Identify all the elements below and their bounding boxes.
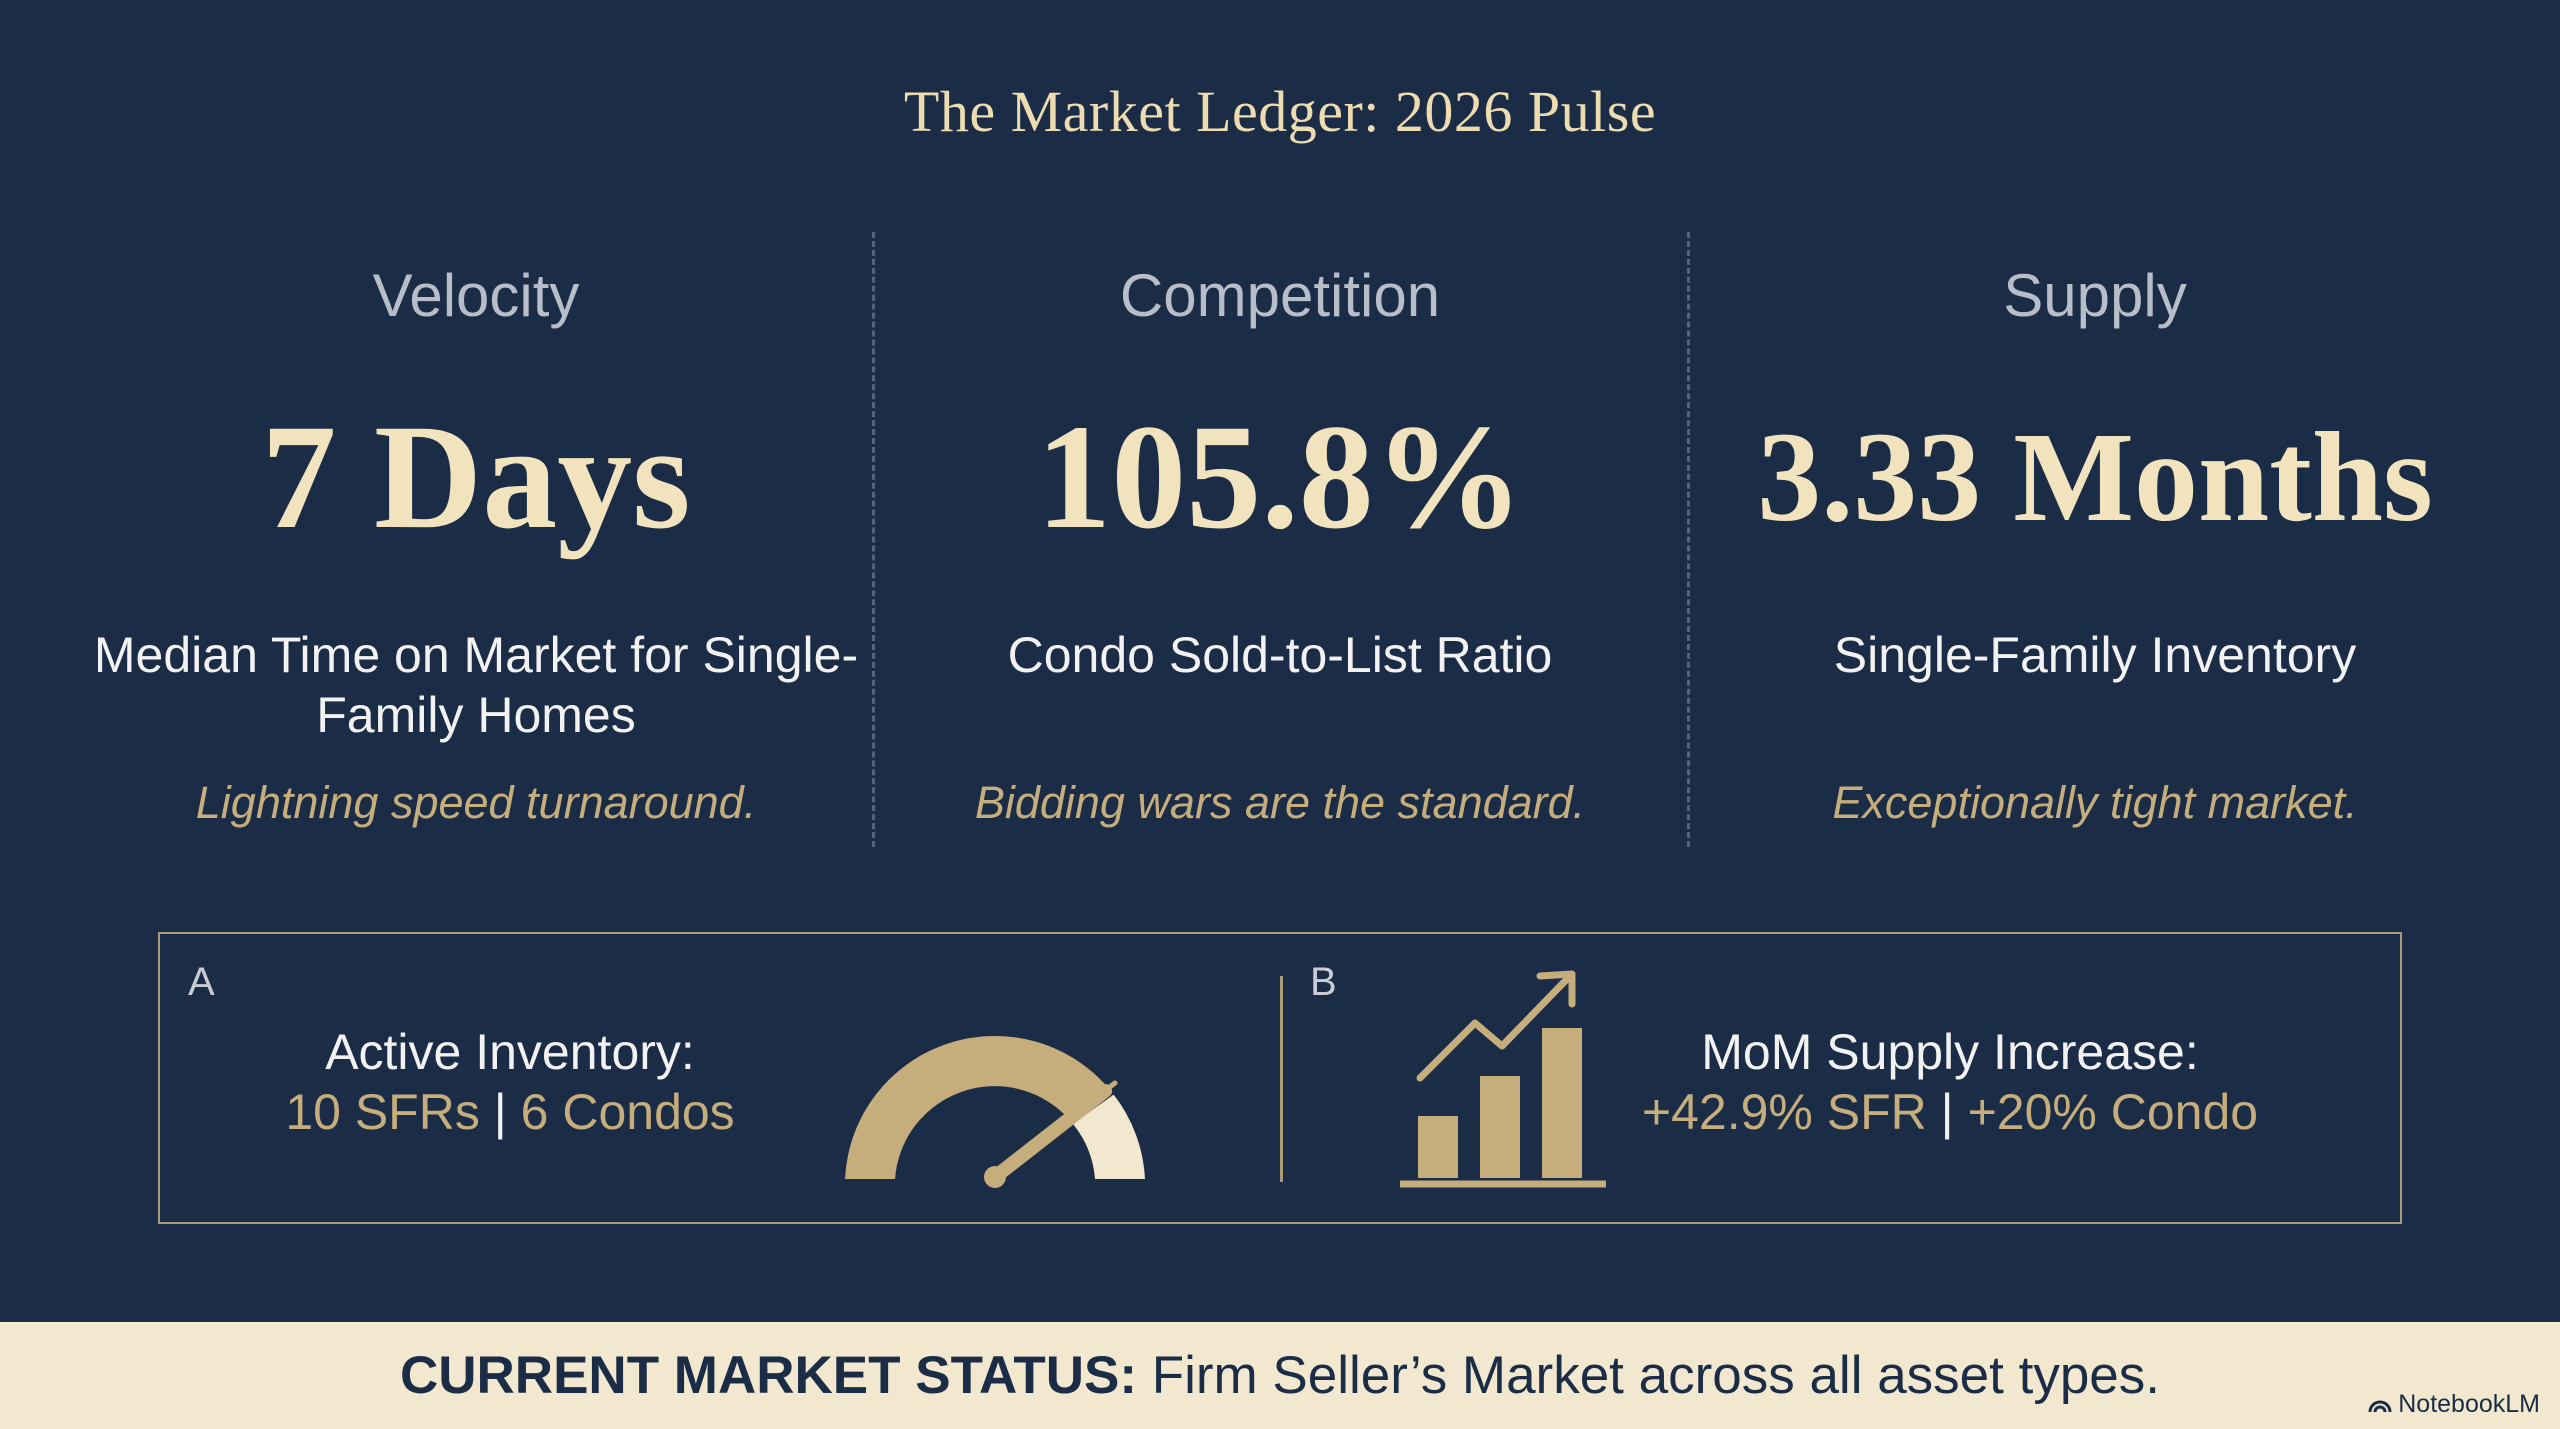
market-status: CURRENT MARKET STATUS: Firm Seller’s Mar… — [0, 1322, 2560, 1429]
supply-column: Supply 3.33 Months Single-Family Invento… — [1695, 230, 2495, 828]
active-inventory-info: Active Inventory: 10 SFRs | 6 Condos — [240, 1022, 780, 1142]
mom-supply-values: +42.9% SFR | +20% Condo — [1590, 1082, 2310, 1142]
column-metric: 3.33 Months — [1757, 406, 2433, 548]
column-description: Median Time on Market for Single-Family … — [93, 627, 859, 743]
bar-chart-growth-icon — [1400, 970, 1606, 1188]
status-label: CURRENT MARKET STATUS: — [399, 1346, 1137, 1405]
market-status-bar: CURRENT MARKET STATUS: Firm Seller’s Mar… — [0, 1322, 2560, 1429]
brand-logo: NotebookLM — [2368, 1390, 2540, 1419]
value-separator: | — [1940, 1084, 1954, 1140]
column-metric: 7 Days — [261, 394, 691, 560]
section-letter-b: B — [1310, 960, 1337, 1004]
mom-supply-heading: MoM Supply Increase: — [1701, 1024, 2199, 1080]
panel-divider — [1280, 976, 1283, 1182]
page-title: The Market Ledger: 2026 Pulse — [903, 79, 1657, 144]
column-divider — [872, 232, 875, 847]
notebooklm-icon — [2368, 1400, 2392, 1412]
column-note: Bidding wars are the standard. — [974, 777, 1586, 828]
column-label: Velocity — [372, 262, 580, 329]
mom-supply-info: MoM Supply Increase: +42.9% SFR | +20% C… — [1590, 1022, 2310, 1142]
column-note: Lightning speed turnaround. — [195, 777, 757, 828]
gauge-icon — [845, 1035, 1145, 1188]
value-separator: | — [493, 1084, 507, 1140]
column-divider — [1687, 232, 1690, 847]
column-label: Competition — [1119, 262, 1441, 329]
column-metric: 105.8% — [1036, 394, 1524, 560]
condo-increase: +20% Condo — [1967, 1084, 2259, 1140]
column-description: Condo Sold-to-List Ratio — [1007, 627, 1553, 683]
status-text: Firm Seller’s Market across all asset ty… — [1151, 1346, 2161, 1405]
sfr-count: 10 SFRs — [285, 1084, 480, 1140]
section-letter-a: A — [188, 960, 215, 1004]
condo-count: 6 Condos — [520, 1084, 735, 1140]
column-label: Supply — [2003, 262, 2187, 329]
active-inventory-values: 10 SFRs | 6 Condos — [240, 1082, 780, 1142]
column-note: Exceptionally tight market. — [1832, 777, 2358, 828]
velocity-column: Velocity 7 Days Median Time on Market fo… — [76, 230, 876, 828]
inventory-panel: A Active Inventory: 10 SFRs | 6 Condos B… — [158, 932, 2402, 1224]
sfr-increase: +42.9% SFR — [1641, 1084, 1927, 1140]
brand-name: NotebookLM — [2398, 1390, 2540, 1418]
column-description: Single-Family Inventory — [1833, 627, 2357, 683]
competition-column: Competition 105.8% Condo Sold-to-List Ra… — [880, 230, 1680, 828]
active-inventory-heading: Active Inventory: — [325, 1024, 695, 1080]
